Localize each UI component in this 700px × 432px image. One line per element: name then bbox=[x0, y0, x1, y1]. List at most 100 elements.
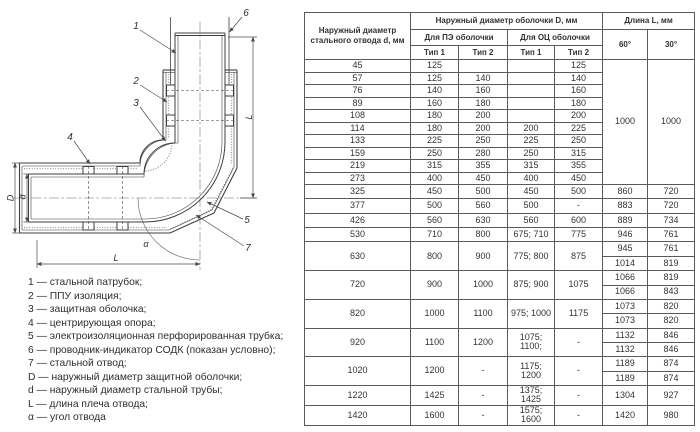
table-row: 1189 874 bbox=[305, 370, 696, 387]
table-cell: - bbox=[458, 404, 508, 426]
table-cell: 975; 1000 bbox=[507, 298, 555, 329]
table-cell: 500 bbox=[507, 198, 555, 214]
legend-item: L — длина плеча отвода; bbox=[28, 398, 148, 410]
table-cell: - bbox=[553, 356, 604, 387]
column-header-type1: Тип 1 bbox=[507, 45, 555, 60]
table-cell: 180 bbox=[410, 121, 459, 135]
table-cell: - bbox=[553, 198, 604, 214]
table-cell: 846 bbox=[647, 341, 696, 358]
table-cell: 734 bbox=[647, 212, 696, 229]
table-cell: 250 bbox=[553, 134, 604, 148]
table-cell: 200 bbox=[553, 109, 604, 123]
table-cell: 225 bbox=[553, 121, 604, 135]
table-cell: 1000 bbox=[602, 59, 649, 185]
table-cell: 1175 bbox=[553, 298, 604, 329]
table-cell: 315 bbox=[553, 146, 604, 160]
callout-2: 2 bbox=[132, 76, 139, 87]
dim-label-D: D bbox=[6, 194, 16, 201]
table-cell: 560 bbox=[507, 212, 555, 229]
table-row: 377 500 560 500-883 720 bbox=[304, 198, 696, 214]
table-cell: 1075 bbox=[553, 270, 604, 300]
column-header-pe: Для ПЭ оболочки bbox=[410, 29, 508, 46]
legend: 1 — стальной патрубок; 2 — ППУ изоляция;… bbox=[28, 276, 283, 425]
table-cell: 819 bbox=[647, 270, 696, 286]
steel-pipe bbox=[28, 32, 226, 223]
table-cell: 400 bbox=[507, 171, 555, 185]
dim-label-alpha: α bbox=[143, 239, 149, 249]
table-cell: 400 bbox=[410, 171, 459, 185]
table-cell: - bbox=[458, 356, 508, 387]
table-cell: 140 bbox=[410, 84, 459, 98]
table-cell: 355 bbox=[553, 159, 604, 173]
legend-item: 6 — проводник-индикатор СОДК (показан ус… bbox=[28, 344, 276, 356]
table-cell: 450 bbox=[410, 183, 459, 200]
table-cell: 1066 bbox=[602, 284, 649, 300]
column-header-oc: Для ОЦ оболочки bbox=[506, 29, 604, 46]
table-cell: 927 bbox=[647, 385, 696, 406]
table-cell: - bbox=[553, 404, 604, 426]
table-row: 530 710 800 675; 710 775 946 761 bbox=[304, 227, 696, 243]
table-cell: 1014 bbox=[602, 255, 649, 272]
table-cell: 761 bbox=[647, 241, 696, 257]
table-cell: 355 bbox=[458, 159, 508, 173]
table-cell: 875 bbox=[553, 241, 604, 272]
table-cell: 160 bbox=[553, 84, 604, 98]
callout-1: 1 bbox=[133, 21, 139, 32]
dimension-lines bbox=[12, 36, 257, 268]
table-row: 426 560 630 560 600 889 734 bbox=[304, 212, 696, 229]
table-row: 133 225 250 225 250 bbox=[304, 134, 695, 148]
table-cell: 250 bbox=[507, 146, 555, 160]
table-cell: 819 bbox=[647, 255, 696, 272]
table-row: 45 125 125 1000 1000 bbox=[304, 59, 696, 185]
table-cell: 1600 bbox=[410, 404, 459, 426]
table-cell: 200 bbox=[458, 109, 508, 123]
table-cell: 125 bbox=[553, 59, 604, 73]
table-cell: 530 bbox=[304, 227, 411, 243]
table-cell: 219 bbox=[304, 159, 411, 173]
table-cell: 820 bbox=[304, 298, 411, 329]
table-cell: 775 bbox=[553, 227, 604, 243]
table-cell: 180 bbox=[458, 96, 508, 110]
column-header-30deg: 30° bbox=[647, 29, 696, 60]
dim-label-L-right: L bbox=[244, 114, 254, 119]
table-row: 720 900 1000 875; 900 1075 1066 819 bbox=[304, 270, 696, 300]
legend-item: 1 — стальной патрубок; bbox=[28, 277, 143, 288]
table-cell: 1200 bbox=[410, 356, 459, 387]
table-cell: 1220 bbox=[304, 385, 411, 406]
table-row: 114 180 200 200 225 bbox=[304, 121, 695, 135]
table-cell: 560 bbox=[410, 212, 459, 229]
table-cell: 450 bbox=[458, 171, 508, 185]
table-cell: 125 bbox=[410, 71, 459, 85]
table-cell: 160 bbox=[410, 96, 459, 110]
table-cell: 1175; 1200 bbox=[507, 356, 555, 387]
table-cell: 1189 bbox=[602, 370, 649, 387]
elbow-diagram: 1 2 3 4 5 6 7 D d L L α bbox=[6, 8, 257, 270]
table-cell: 1100 bbox=[458, 298, 508, 329]
header-row: Тип 1 Тип 2 Тип 1 Тип 2 bbox=[305, 45, 695, 60]
spec-table-body: 45 125 125 1000 1000 57 125 140 140 76 140 160 160 89… bbox=[304, 59, 696, 426]
table-row: 76 140 160 160 bbox=[304, 84, 695, 98]
table-cell: 946 bbox=[602, 227, 649, 243]
legend-item: α — угол отвода bbox=[28, 412, 106, 423]
table-cell: 280 bbox=[458, 146, 508, 160]
table-cell: 900 bbox=[458, 241, 508, 272]
table-cell: 180 bbox=[553, 96, 604, 110]
table-cell: 820 bbox=[647, 298, 696, 315]
table-cell: 889 bbox=[602, 212, 649, 229]
table-row: 630 800 900 775; 800 875 945 761 bbox=[304, 241, 696, 272]
table-cell: 1132 bbox=[602, 327, 649, 343]
callout-6: 6 bbox=[243, 8, 249, 19]
dim-label-d: d bbox=[18, 194, 28, 200]
table-cell: 500 bbox=[553, 183, 604, 200]
center-lines bbox=[14, 22, 256, 270]
insulation-hatch bbox=[24, 74, 234, 231]
table-cell: 980 bbox=[647, 404, 696, 426]
table-cell: 225 bbox=[507, 134, 555, 148]
table-cell: 820 bbox=[647, 313, 696, 329]
table-cell: 1420 bbox=[602, 404, 649, 426]
table-cell: - bbox=[553, 327, 604, 358]
table-cell: 140 bbox=[458, 71, 508, 85]
legend-item: d — наружный диаметр стальной трубы; bbox=[28, 385, 223, 396]
column-header-shell-diameter: Наружный диаметр оболочки D, мм bbox=[409, 12, 604, 30]
